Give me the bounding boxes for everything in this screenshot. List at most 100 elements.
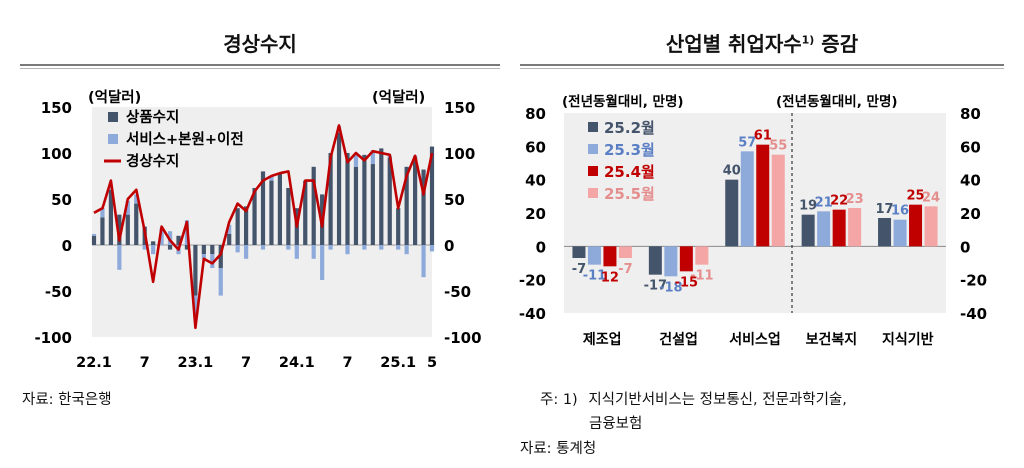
data-label: 57 <box>738 135 756 150</box>
left-y-tick-label: 20 <box>525 205 546 223</box>
legend-label-goods: 상품수지 <box>126 109 179 126</box>
right-y-tick-label: 0 <box>960 238 970 256</box>
services-bar <box>100 208 105 218</box>
category-label: 건설업 <box>659 331 698 348</box>
bar <box>740 151 754 247</box>
goods-bar <box>260 171 266 245</box>
legend-label-services: 서비스+본원+이전 <box>126 131 244 148</box>
data-label: -15 <box>675 275 699 290</box>
goods-bar <box>91 235 97 245</box>
data-label: -17 <box>644 279 668 294</box>
goods-bar <box>269 180 274 245</box>
goods-bar <box>193 245 198 296</box>
services-bar <box>142 245 147 250</box>
bar <box>878 218 892 247</box>
services-bar <box>151 245 156 255</box>
goods-bar <box>151 241 156 245</box>
data-label: 17 <box>876 202 894 217</box>
data-label: 16 <box>891 204 909 219</box>
data-label: 25 <box>907 189 925 204</box>
bar <box>909 204 923 247</box>
legend-label: 25.2월 <box>604 119 655 137</box>
left-y-tick-label: -100 <box>34 329 72 347</box>
right-y-tick-label: 20 <box>960 205 981 223</box>
plot-area <box>564 113 946 313</box>
goods-bar <box>429 146 435 245</box>
left-y-tick-label: 150 <box>41 99 72 117</box>
services-bar <box>210 254 215 268</box>
left-y-tick-label: -50 <box>45 283 72 301</box>
bar <box>587 246 601 265</box>
goods-bar <box>336 132 342 245</box>
goods-bar <box>117 214 122 245</box>
x-tick-label: 24.1 <box>279 355 315 371</box>
data-label: 12 <box>601 270 619 285</box>
goods-bar <box>184 245 190 250</box>
bar <box>832 209 846 247</box>
left-source: 자료: 한국은행 <box>22 392 112 408</box>
services-bar <box>260 245 266 250</box>
footnote-line1: 지식기반서비스는 정보통신, 전문과학기술, <box>588 392 847 408</box>
bar <box>725 179 739 247</box>
legend-label-current: 경상수지 <box>126 152 179 170</box>
goods-bar <box>328 153 333 245</box>
right-y-tick-label: 40 <box>960 172 981 190</box>
left-y-tick-label: 60 <box>525 138 546 156</box>
services-bar <box>294 245 299 259</box>
left-title-rule <box>20 64 500 66</box>
goods-bar <box>370 164 375 245</box>
services-bar <box>193 295 198 314</box>
goods-bar <box>277 173 282 245</box>
x-tick-label: 7 <box>241 355 251 371</box>
category-label: 보건복지 <box>806 331 858 348</box>
bar <box>801 214 815 247</box>
right-source: 자료: 통계청 <box>520 441 597 457</box>
left-y-tick-label: 100 <box>41 145 72 163</box>
services-bar <box>404 245 409 255</box>
services-bar <box>370 150 375 165</box>
legend-label: 25.4월 <box>604 163 655 181</box>
services-bar <box>91 233 97 236</box>
left-chart-title: 경상수지 <box>223 32 297 56</box>
right-chart-title: 산업별 취업자수1) 증감 <box>520 28 1004 57</box>
goods-bar <box>167 245 173 250</box>
left-y-tick-label: 50 <box>51 191 72 209</box>
services-bar <box>429 245 435 252</box>
goods-bar <box>100 217 105 245</box>
data-label: 55 <box>769 139 787 154</box>
bar <box>893 219 907 247</box>
goods-bar <box>387 157 392 245</box>
goods-bar <box>108 189 113 245</box>
x-tick-label: 23.1 <box>178 355 214 371</box>
services-bar <box>286 245 291 250</box>
goods-bar <box>201 245 206 255</box>
legend-swatch <box>588 166 598 176</box>
bar <box>648 246 662 275</box>
right-y-tick-label: -50 <box>444 283 471 301</box>
goods-bar <box>227 233 232 245</box>
goods-bar <box>353 166 359 245</box>
right-title-rule <box>520 64 1004 66</box>
x-tick-label: 7 <box>342 355 352 371</box>
legend-swatch <box>588 122 598 132</box>
x-tick-label: 22.1 <box>76 355 112 371</box>
bar <box>817 211 831 247</box>
x-tick-label: 25.1 <box>380 355 416 371</box>
services-bar <box>379 245 384 250</box>
goods-bar <box>396 208 401 245</box>
left-y-tick-label: 80 <box>525 105 546 123</box>
right-y-tick-label: -40 <box>960 305 987 323</box>
category-label: 제조업 <box>583 332 622 348</box>
legend-swatch-services <box>108 134 118 144</box>
footnote-line2: 금융보험 <box>589 416 643 432</box>
goods-bar <box>345 153 350 245</box>
bar <box>679 246 693 272</box>
legend-swatch-goods <box>108 112 118 122</box>
services-bar <box>362 245 367 250</box>
goods-bar <box>421 169 426 245</box>
data-label: 21 <box>815 195 833 210</box>
left-y-tick-label: 0 <box>536 238 546 256</box>
bar <box>848 208 862 247</box>
footnote-prefix: 주: 1) <box>540 392 578 408</box>
goods-bar <box>362 154 367 245</box>
